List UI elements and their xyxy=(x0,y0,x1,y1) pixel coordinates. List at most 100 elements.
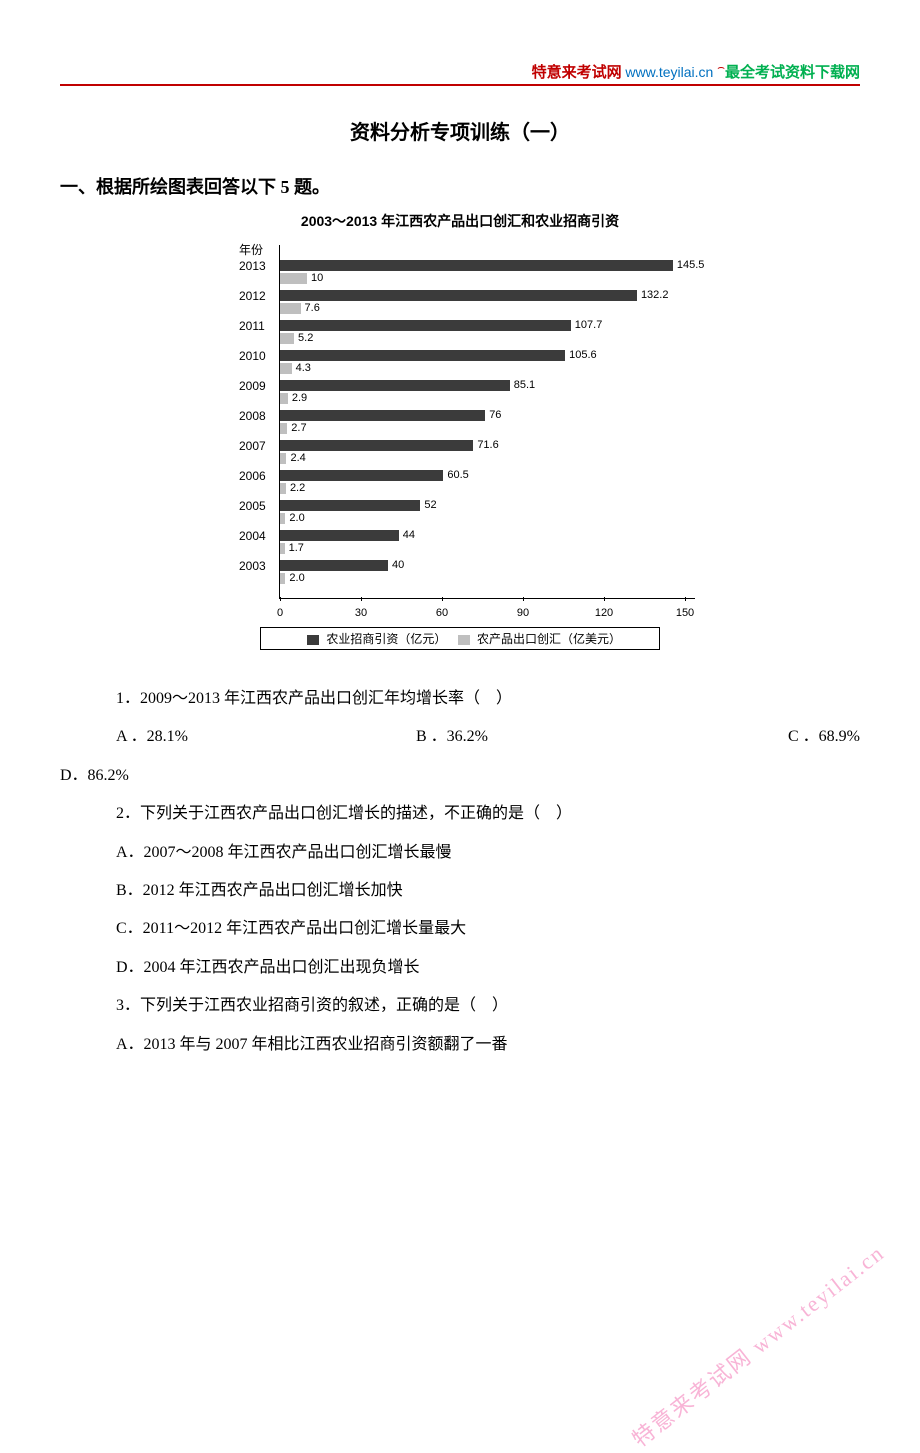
bar-value-label: 145.5 xyxy=(677,259,705,271)
q3-stem: 3．下列关于江西农业招商引资的叙述，正确的是（ ） xyxy=(60,987,860,1025)
x-tick xyxy=(442,597,443,601)
bar-export xyxy=(280,543,285,554)
bar-export xyxy=(280,303,301,314)
chart-year-label: 2010 xyxy=(239,349,266,363)
chart-title: 2003～2013 年江西农产品出口创汇和农业招商引资 xyxy=(60,211,860,231)
bar-value-label: 2.0 xyxy=(289,512,304,524)
bar-value-label: 1.7 xyxy=(289,542,304,554)
chart-row: 2006 60.5 2.2 xyxy=(225,469,695,499)
bar-investment xyxy=(280,380,510,391)
bar-value-label: 85.1 xyxy=(514,379,535,391)
bar-investment xyxy=(280,290,637,301)
chart-row: 2012 132.2 7.6 xyxy=(225,289,695,319)
bar-value-label: 107.7 xyxy=(575,319,603,331)
chart-year-label: 2006 xyxy=(239,469,266,483)
q2-stem: 2．下列关于江西农产品出口创汇增长的描述，不正确的是（ ） xyxy=(60,795,860,833)
x-tick-label: 30 xyxy=(355,607,367,619)
chart-year-label: 2009 xyxy=(239,379,266,393)
bar-value-label: 40 xyxy=(392,559,404,571)
x-tick xyxy=(685,597,686,601)
q1-option-d: D．86.2% xyxy=(60,757,860,795)
q2-option-a: A．2007～2008 年江西农产品出口创汇增长最慢 xyxy=(60,834,860,872)
bar-value-label: 76 xyxy=(489,409,501,421)
legend-label-dark: 农业招商引资（亿元） xyxy=(326,632,446,646)
header-brand: 特意来考试网 xyxy=(532,65,622,81)
chart-x-axis xyxy=(279,598,695,599)
chart-row: 2009 85.1 2.9 xyxy=(225,379,695,409)
x-tick-label: 150 xyxy=(676,607,694,619)
chart-row: 200771.62.4 xyxy=(225,439,695,469)
x-tick-label: 90 xyxy=(517,607,529,619)
chart-y-axis-label: 年份 xyxy=(239,241,263,258)
bar-value-label: 60.5 xyxy=(447,469,468,481)
bar-investment xyxy=(280,440,473,451)
bar-export xyxy=(280,483,286,494)
x-tick xyxy=(604,597,605,601)
q1-stem: 1．2009～2013 年江西农产品出口创汇年均增长率（ ） xyxy=(60,680,860,718)
x-tick xyxy=(523,597,524,601)
x-tick-label: 60 xyxy=(436,607,448,619)
chart-plot-area: 年份 2013145.5102012132.27.62011107.75.220… xyxy=(225,241,695,621)
chart-year-label: 2005 xyxy=(239,499,266,513)
bar-value-label: 2.4 xyxy=(290,452,305,464)
bar-value-label: 2.9 xyxy=(292,392,307,404)
bar-export xyxy=(280,273,307,284)
q3-option-a: A．2013 年与 2007 年相比江西农业招商引资额翻了一番 xyxy=(60,1026,860,1064)
chart-container: 年份 2013145.5102012132.27.62011107.75.220… xyxy=(225,241,695,650)
chart-row: 2005 52 2.0 xyxy=(225,499,695,529)
chart-year-label: 2004 xyxy=(239,529,266,543)
chart-row: 2013145.510 xyxy=(225,259,695,289)
bar-export xyxy=(280,423,287,434)
q1-option-c: C ．68.9% xyxy=(716,718,860,756)
x-tick-label: 0 xyxy=(277,607,283,619)
bar-value-label: 2.2 xyxy=(290,482,305,494)
chart-legend: 农业招商引资（亿元） 农产品出口创汇（亿美元） xyxy=(260,627,660,650)
x-tick xyxy=(280,597,281,601)
legend-label-light: 农产品出口创汇（亿美元） xyxy=(477,632,621,646)
bar-value-label: 10 xyxy=(311,272,323,284)
q2-option-c: C．2011～2012 年江西农产品出口创汇增长量最大 xyxy=(60,910,860,948)
chart-year-label: 2008 xyxy=(239,409,266,423)
bar-export xyxy=(280,393,288,404)
chart-row: 2003 40 2.0 xyxy=(225,559,695,589)
watermark: 特意来考试网 www.teyilai.cn xyxy=(624,1236,890,1453)
chart-row: 2004441.7 xyxy=(225,529,695,559)
bar-investment xyxy=(280,530,399,541)
chart-row: 2008 76 2.7 xyxy=(225,409,695,439)
legend-swatch-dark xyxy=(307,635,319,645)
bar-export xyxy=(280,453,286,464)
q1-options-row: A ．28.1% B ．36.2% C ．68.9% xyxy=(60,718,860,756)
header-arc-icon: ⌢ xyxy=(717,60,725,74)
bar-export xyxy=(280,363,292,374)
page-header: 特意来考试网 www.teyilai.cn ⌢最全考试资料下载网 xyxy=(60,60,860,86)
q2-option-b: B．2012 年江西农产品出口创汇增长加快 xyxy=(60,872,860,910)
bar-value-label: 7.6 xyxy=(305,302,320,314)
bar-investment xyxy=(280,320,571,331)
chart-year-label: 2013 xyxy=(239,259,266,273)
bar-value-label: 52 xyxy=(424,499,436,511)
bar-investment xyxy=(280,260,673,271)
bar-investment xyxy=(280,470,443,481)
bar-investment xyxy=(280,500,420,511)
bar-export xyxy=(280,573,285,584)
chart-year-label: 2003 xyxy=(239,559,266,573)
bar-investment xyxy=(280,410,485,421)
header-url: www.teyilai.cn xyxy=(625,64,713,80)
chart-year-label: 2012 xyxy=(239,289,266,303)
questions-block: 1．2009～2013 年江西农产品出口创汇年均增长率（ ） A ．28.1% … xyxy=(60,680,860,1064)
bar-value-label: 132.2 xyxy=(641,289,669,301)
section-heading: 一、根据所绘图表回答以下 5 题。 xyxy=(60,173,860,199)
bar-value-label: 2.0 xyxy=(289,572,304,584)
document-title: 资料分析专项训练（一） xyxy=(60,116,860,145)
chart-row: 2010 105.6 4.3 xyxy=(225,349,695,379)
chart-year-label: 2007 xyxy=(239,439,266,453)
bar-investment xyxy=(280,350,565,361)
x-tick-label: 120 xyxy=(595,607,613,619)
bar-value-label: 105.6 xyxy=(569,349,597,361)
bar-value-label: 4.3 xyxy=(296,362,311,374)
bar-export xyxy=(280,333,294,344)
page-container: 特意来考试网 www.teyilai.cn ⌢最全考试资料下载网 资料分析专项训… xyxy=(0,0,920,1104)
q1-option-a: A ．28.1% xyxy=(116,718,416,756)
bar-value-label: 2.7 xyxy=(291,422,306,434)
bar-value-label: 5.2 xyxy=(298,332,313,344)
